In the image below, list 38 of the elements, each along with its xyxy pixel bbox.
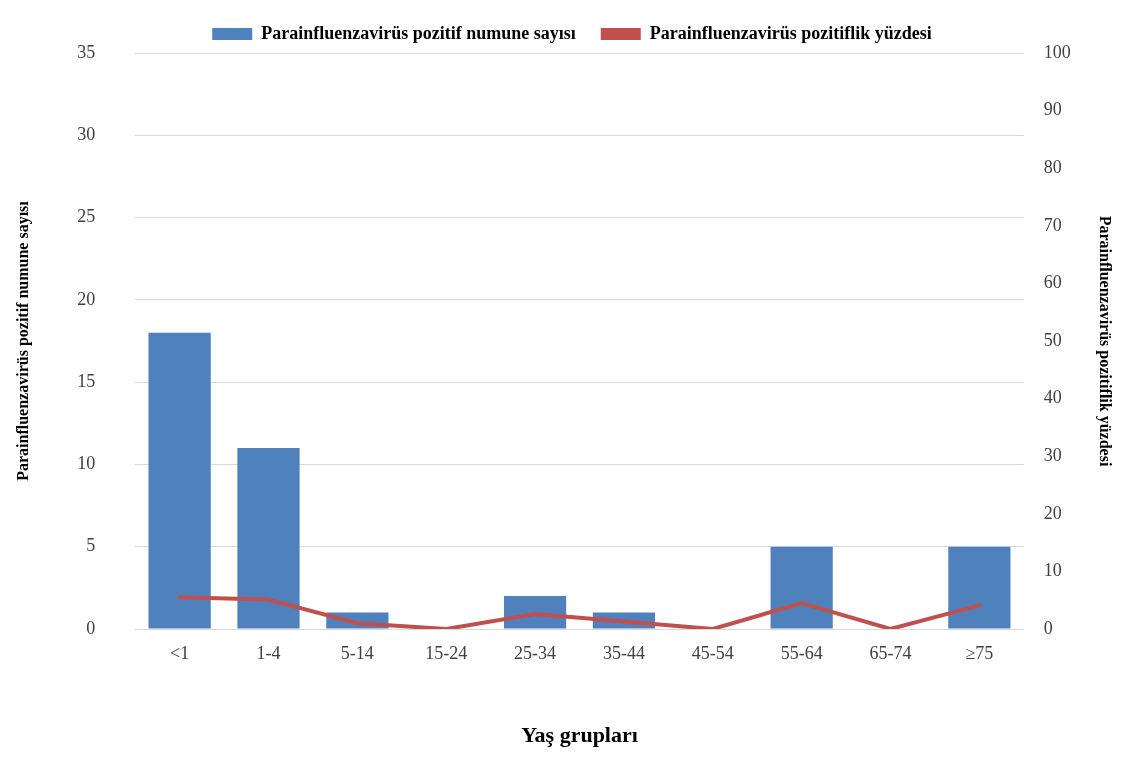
y2-tick-label: 100 xyxy=(1043,41,1071,62)
y2-axis-title: Parainfluenzavirüs pozitiflik yüzdesi xyxy=(1096,215,1115,467)
x-tick-label: 55-64 xyxy=(780,642,823,663)
y-tick-label: 25 xyxy=(77,206,96,227)
y-tick-label: 35 xyxy=(77,41,96,62)
y-tick-label: 20 xyxy=(77,288,96,309)
y2-tick-label: 60 xyxy=(1043,272,1062,293)
y-tick-label: 15 xyxy=(77,370,96,391)
bar xyxy=(948,546,1011,629)
y2-tick-label: 80 xyxy=(1043,156,1062,177)
x-tick-label: 45-54 xyxy=(691,642,734,663)
legend-label: Parainfluenzavirüs pozitiflik yüzdesi xyxy=(649,22,932,43)
x-tick-label: ≥75 xyxy=(965,642,994,663)
y2-tick-label: 0 xyxy=(1043,617,1053,638)
bar xyxy=(770,546,833,629)
x-tick-label: <1 xyxy=(170,642,190,663)
bar xyxy=(237,447,300,629)
y2-tick-label: 90 xyxy=(1043,99,1062,120)
bar xyxy=(148,332,211,629)
y-axis-title: Parainfluenzavirüs pozitif numune sayısı xyxy=(13,200,32,481)
y2-tick-label: 70 xyxy=(1043,214,1062,235)
y2-tick-label: 50 xyxy=(1043,329,1062,350)
y-tick-label: 5 xyxy=(86,535,96,556)
y2-tick-label: 30 xyxy=(1043,444,1062,465)
x-tick-label: 1-4 xyxy=(256,642,281,663)
x-tick-label: 15-24 xyxy=(425,642,468,663)
x-tick-label: 35-44 xyxy=(602,642,645,663)
y2-tick-label: 20 xyxy=(1043,502,1062,523)
x-tick-label: 5-14 xyxy=(340,642,374,663)
x-axis-title: Yaş grupları xyxy=(521,722,638,748)
y-tick-label: 0 xyxy=(86,617,96,638)
y-tick-label: 30 xyxy=(77,124,96,145)
legend-label: Parainfluenzavirüs pozitif numune sayısı xyxy=(261,22,576,43)
y2-tick-label: 40 xyxy=(1043,387,1062,408)
x-tick-label: 25-34 xyxy=(514,642,557,663)
x-tick-label: 65-74 xyxy=(869,642,912,663)
y-tick-label: 10 xyxy=(77,453,96,474)
y2-tick-label: 10 xyxy=(1043,560,1062,581)
